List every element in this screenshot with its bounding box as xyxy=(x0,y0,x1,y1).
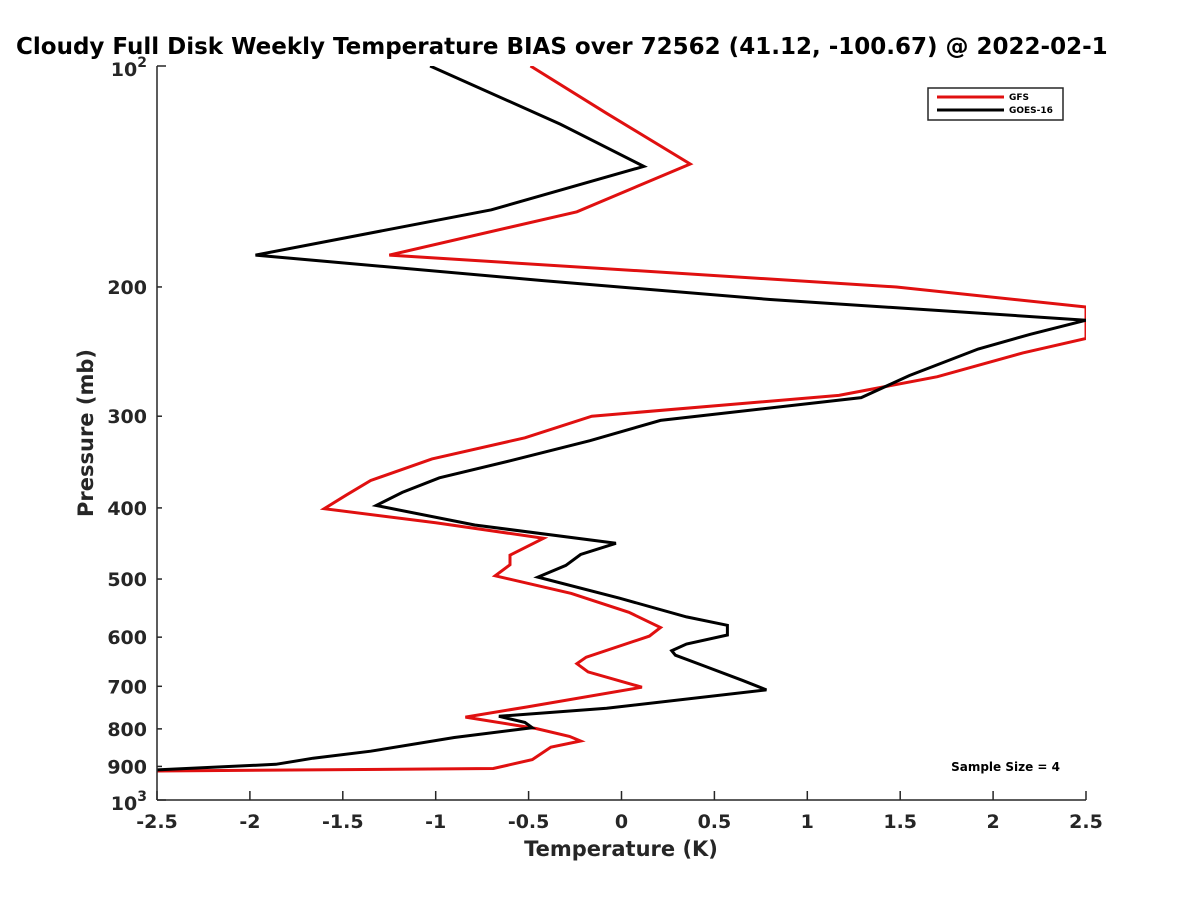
y-axis-label: Pressure (mb) xyxy=(74,349,98,517)
x-tick-label: 1.5 xyxy=(883,811,917,833)
y-tick-label: 500 xyxy=(107,569,147,591)
y-tick-label: 400 xyxy=(107,498,147,520)
legend-label: GFS xyxy=(1009,93,1029,103)
x-tick-label: -2 xyxy=(239,811,260,833)
x-tick-label: 2.5 xyxy=(1069,811,1103,833)
y-tick-label: 900 xyxy=(107,756,147,778)
y-tick-label: 200 xyxy=(107,277,147,299)
y-tick-label: 800 xyxy=(107,719,147,741)
legend-label: GOES-16 xyxy=(1009,106,1053,116)
sample-size-annotation: Sample Size = 4 xyxy=(951,760,1060,774)
y-tick-label: 103 xyxy=(111,789,147,815)
series-line-goes-16 xyxy=(157,66,1086,772)
ticks: -2.5 -2 -1.5 -1 -0.5 0 0.5 1 1.5 2 2.5 102 200 300 400… xyxy=(107,55,1103,833)
x-tick-label: -1.5 xyxy=(322,811,364,833)
y-tick-label: 600 xyxy=(107,627,147,649)
x-tick-label: -0.5 xyxy=(508,811,550,833)
x-tick-label: 2 xyxy=(986,811,999,833)
legend: GFS GOES-16 xyxy=(927,87,1064,121)
series-line-gfs xyxy=(157,66,1086,773)
y-tick-label: 700 xyxy=(107,676,147,698)
x-tick-label: 1 xyxy=(801,811,814,833)
legend-box xyxy=(927,87,1064,121)
x-axis-label: Temperature (K) xyxy=(524,837,718,861)
x-tick-label: -2.5 xyxy=(136,811,178,833)
y-tick-label: 102 xyxy=(111,55,147,81)
x-tick-label: 0.5 xyxy=(698,811,732,833)
y-tick-label: 300 xyxy=(107,406,147,428)
plot-lines xyxy=(157,66,1086,773)
x-tick-label: -1 xyxy=(425,811,446,833)
chart-title: Cloudy Full Disk Weekly Temperature BIAS… xyxy=(16,34,1108,60)
x-tick-label: 0 xyxy=(615,811,628,833)
